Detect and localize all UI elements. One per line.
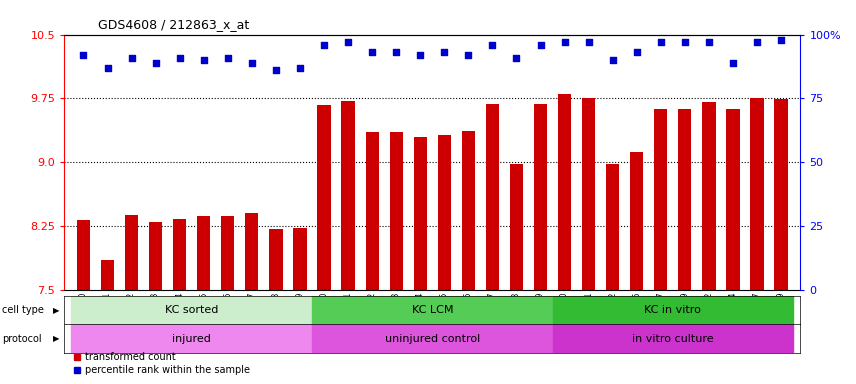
Bar <box>342 101 354 290</box>
Bar <box>437 135 451 290</box>
Point <box>413 52 427 58</box>
Point <box>221 55 235 61</box>
Point <box>726 60 740 66</box>
Point <box>582 39 596 45</box>
Point <box>509 55 523 61</box>
Legend: transformed count, percentile rank within the sample: transformed count, percentile rank withi… <box>69 348 253 379</box>
Point <box>654 39 668 45</box>
Point <box>437 50 451 56</box>
Bar <box>461 131 475 290</box>
Bar <box>366 132 378 290</box>
Bar <box>727 109 740 290</box>
Bar <box>312 296 553 324</box>
Bar <box>534 104 547 290</box>
Bar <box>77 220 90 290</box>
Point <box>125 55 139 61</box>
Bar <box>197 216 211 290</box>
Bar <box>173 219 187 290</box>
Bar <box>582 98 595 290</box>
Point <box>702 39 716 45</box>
Point <box>76 52 90 58</box>
Bar <box>413 137 427 290</box>
Bar <box>606 164 620 290</box>
Bar <box>678 109 692 290</box>
Point <box>197 57 211 63</box>
Bar <box>553 296 794 324</box>
Text: KC in vitro: KC in vitro <box>645 305 701 315</box>
Bar <box>775 99 788 290</box>
Bar <box>630 152 644 290</box>
Point <box>293 65 306 71</box>
Text: KC LCM: KC LCM <box>412 305 453 315</box>
Point <box>245 60 259 66</box>
Point <box>485 42 499 48</box>
Bar <box>510 164 523 290</box>
Point <box>342 39 355 45</box>
Point <box>678 39 692 45</box>
Point <box>269 67 282 73</box>
Bar <box>318 105 330 290</box>
Bar <box>558 94 571 290</box>
Bar <box>245 213 259 290</box>
Text: protocol: protocol <box>2 334 41 344</box>
Point <box>533 42 547 48</box>
Bar <box>702 102 716 290</box>
Bar <box>389 132 403 290</box>
Point <box>366 50 379 56</box>
Point <box>775 36 788 43</box>
Bar <box>553 324 794 353</box>
Point <box>750 39 764 45</box>
Point <box>173 55 187 61</box>
Bar <box>751 98 764 290</box>
Text: ▶: ▶ <box>53 334 60 343</box>
Point <box>558 39 572 45</box>
Bar <box>71 296 312 324</box>
Text: ▶: ▶ <box>53 306 60 314</box>
Bar <box>486 104 499 290</box>
Point <box>389 50 403 56</box>
Bar <box>654 109 668 290</box>
Point <box>630 50 644 56</box>
Point <box>318 42 331 48</box>
Point <box>101 65 115 71</box>
Text: uninjured control: uninjured control <box>384 334 480 344</box>
Text: injured: injured <box>172 334 211 344</box>
Bar <box>149 222 163 290</box>
Bar <box>221 216 235 290</box>
Bar <box>270 228 282 290</box>
Bar <box>294 228 306 290</box>
Bar <box>312 324 553 353</box>
Bar <box>125 215 138 290</box>
Text: GDS4608 / 212863_x_at: GDS4608 / 212863_x_at <box>98 18 250 31</box>
Text: KC sorted: KC sorted <box>165 305 218 315</box>
Text: cell type: cell type <box>2 305 44 315</box>
Bar <box>71 324 312 353</box>
Text: in vitro culture: in vitro culture <box>632 334 714 344</box>
Point <box>461 52 475 58</box>
Point <box>606 57 620 63</box>
Point <box>149 60 163 66</box>
Bar <box>101 260 114 290</box>
